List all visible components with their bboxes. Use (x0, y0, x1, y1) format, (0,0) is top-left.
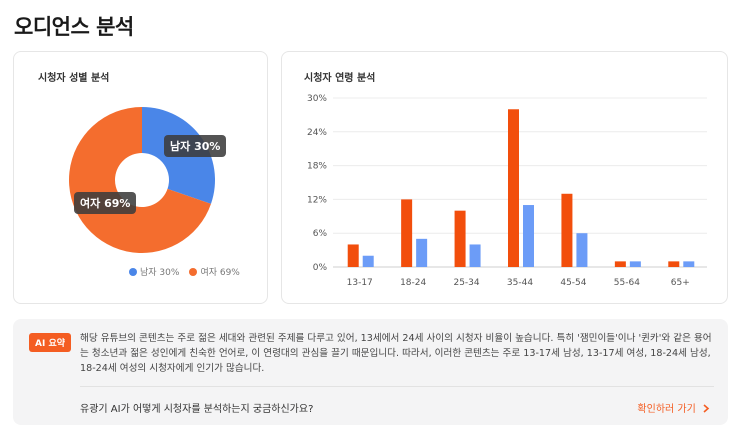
x-tick-label: 13-17 (347, 278, 373, 288)
y-tick-label: 30% (307, 94, 327, 104)
x-tick-label: 18-24 (400, 278, 426, 288)
gender-legend: 남자 30% 여자 69% (129, 265, 240, 278)
bar-35-44-s1[interactable] (523, 205, 534, 267)
male-tooltip: 남자 30% (164, 135, 227, 157)
ai-divider (80, 386, 714, 387)
bar-45-54-s1[interactable] (576, 233, 588, 267)
bar-25-34-s0[interactable] (454, 210, 466, 267)
chevron-right-icon (703, 404, 710, 413)
bar-18-24-s1[interactable] (416, 238, 428, 267)
gender-card-title: 시청자 성별 분석 (38, 73, 110, 84)
check-it-out-label: 확인하러 가기 (637, 404, 696, 415)
legend-label-female: 여자 69% (200, 268, 240, 278)
bar-13-17-s1[interactable] (362, 255, 374, 267)
x-tick-label: 65+ (671, 278, 690, 288)
y-tick-label: 18% (307, 162, 327, 172)
bar-18-24-s0[interactable] (401, 199, 413, 267)
ai-summary-box: AI 요약 해당 유튜브의 콘텐츠는 주로 젊은 세대와 관련된 주제를 다루고… (13, 319, 728, 425)
age-card-title: 시청자 연령 분석 (304, 73, 376, 84)
x-tick-label: 35-44 (507, 278, 533, 288)
ai-summary-text: 해당 유튜브의 콘텐츠는 주로 젊은 세대와 관련된 주제를 다루고 있어, 1… (80, 333, 712, 374)
x-tick-label: 45-54 (560, 278, 586, 288)
x-tick-label: 25-34 (453, 278, 479, 288)
bar-65+-s1[interactable] (683, 261, 695, 267)
ai-summary-badge: AI 요약 (29, 333, 72, 352)
bar-25-34-s1[interactable] (469, 244, 481, 267)
bar-55-64-s0[interactable] (614, 261, 626, 267)
bar-13-17-s0[interactable] (347, 244, 359, 267)
y-tick-label: 12% (307, 195, 327, 205)
legend-item-female[interactable]: 여자 69% (189, 265, 240, 278)
y-tick-label: 6% (313, 229, 328, 239)
check-it-out-link[interactable]: 확인하러 가기 (637, 400, 710, 415)
legend-item-male[interactable]: 남자 30% (129, 265, 179, 278)
bar-45-54-s0[interactable] (561, 193, 573, 267)
x-tick-label: 55-64 (614, 278, 640, 288)
male-dot-icon (129, 267, 137, 276)
legend-label-male: 남자 30% (140, 268, 180, 278)
page-title: 오디언스 분석 (14, 15, 134, 39)
ai-question-text: 유광기 AI가 어떻게 시청자를 분석하는지 궁금하신가요? (80, 404, 314, 415)
bar-55-64-s1[interactable] (629, 261, 641, 267)
y-tick-label: 24% (307, 128, 327, 138)
bar-65+-s0[interactable] (668, 261, 680, 267)
donut-slice-1[interactable] (68, 107, 211, 253)
age-analysis-card: 시청자 연령 분석 0% 6% 12% 18% 24% 30% 13-17 18-24 25-3… (281, 51, 728, 304)
female-tooltip: 여자 69% (74, 192, 137, 214)
y-tick-label: 0% (313, 263, 328, 273)
age-bar-chart: 0% 6% 12% 18% 24% 30% 13-17 18-24 25-34 35-44 45-5… (307, 94, 707, 288)
bar-35-44-s0[interactable] (508, 109, 519, 267)
female-dot-icon (189, 267, 198, 276)
gender-analysis-card: 시청자 성별 분석 남자 30% 여자 69% 남자 30% 여자 69% (13, 51, 268, 304)
